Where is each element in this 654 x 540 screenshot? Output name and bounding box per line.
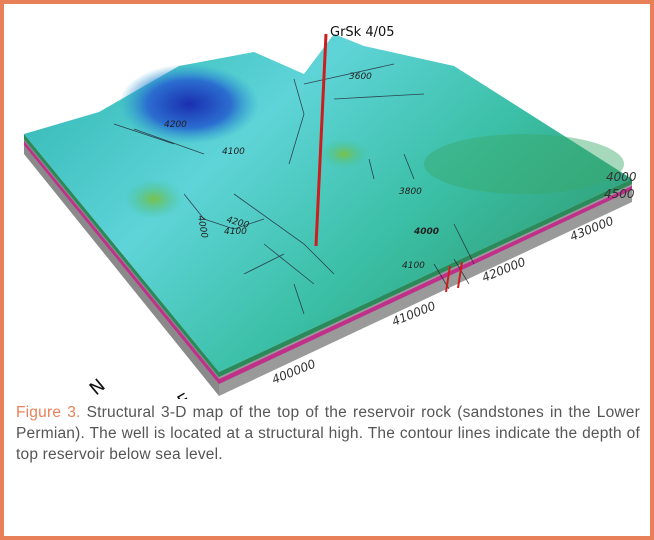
- contour-label: 4000: [413, 227, 439, 237]
- contour-label: 3600: [349, 72, 372, 82]
- compass-north: N: [86, 375, 110, 399]
- contour-label: 4100: [222, 147, 245, 157]
- caption: Figure 3. Structural 3-D map of the top …: [16, 402, 640, 465]
- contour-label: 3800: [399, 187, 422, 197]
- caption-text: Structural 3-D map of the top of the res…: [16, 404, 640, 463]
- block: [24, 34, 632, 396]
- depth-label: 4500: [604, 187, 635, 201]
- depth-label: 4000: [606, 170, 637, 184]
- well-label: GrSk 4/05: [330, 25, 395, 40]
- figure: GrSk 4/05 3600 4200 4100 4000 4200 4100 …: [0, 0, 654, 540]
- contour-label: 4200: [164, 120, 187, 130]
- contour-label: 4100: [224, 227, 247, 237]
- contour-label: 4100: [402, 261, 425, 271]
- caption-label: Figure 3.: [16, 404, 81, 421]
- block-map: GrSk 4/05 3600 4200 4100 4000 4200 4100 …: [4, 4, 650, 399]
- compass-east: E: [174, 389, 194, 399]
